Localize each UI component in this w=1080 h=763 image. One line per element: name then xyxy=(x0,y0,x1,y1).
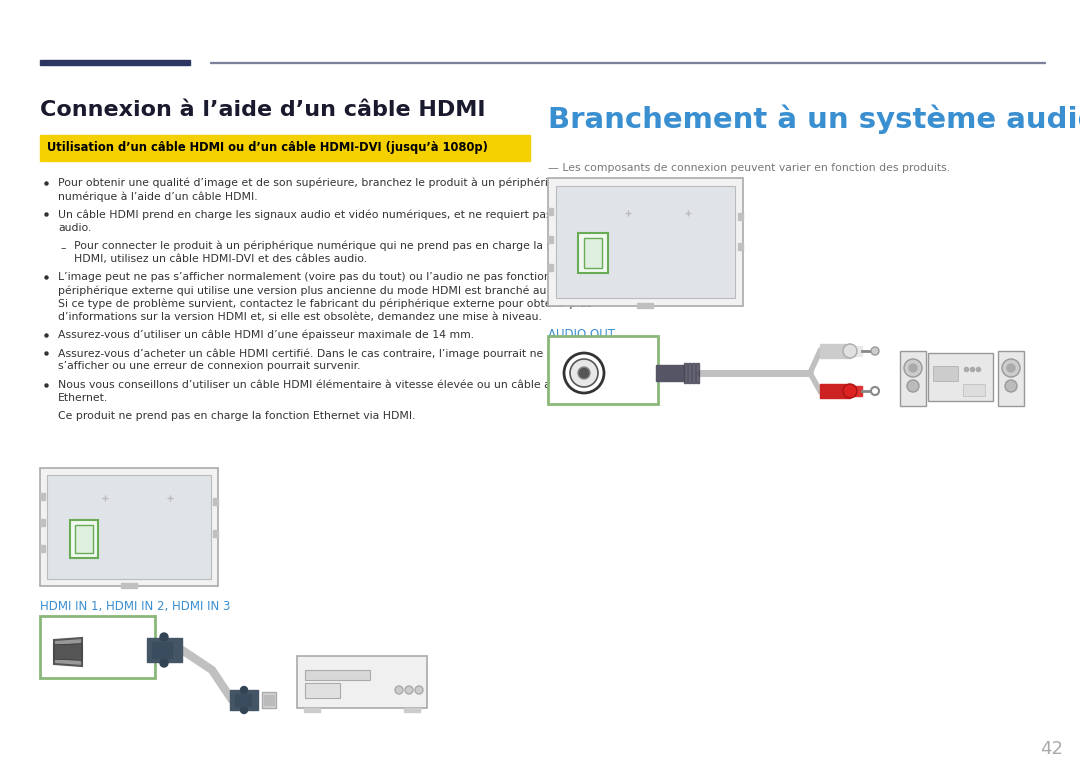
Circle shape xyxy=(160,633,168,641)
Bar xyxy=(40,135,530,161)
Bar xyxy=(297,656,427,708)
Circle shape xyxy=(415,686,423,694)
Circle shape xyxy=(395,686,403,694)
Text: Ce produit ne prend pas en charge la fonction Ethernet via HDMI.: Ce produit ne prend pas en charge la fon… xyxy=(58,411,416,421)
Bar xyxy=(210,62,1045,63)
Bar xyxy=(548,236,553,243)
Bar xyxy=(48,475,211,579)
Bar xyxy=(213,498,218,505)
Text: –: – xyxy=(60,243,66,253)
Bar xyxy=(692,363,696,383)
Bar xyxy=(305,683,340,698)
Bar xyxy=(998,351,1024,406)
Bar xyxy=(262,692,276,708)
Bar xyxy=(230,690,258,710)
Bar xyxy=(696,363,699,383)
Circle shape xyxy=(241,707,247,713)
Bar xyxy=(820,344,850,358)
Bar xyxy=(303,708,320,712)
Text: numérique à l’aide d’un câble HDMI.: numérique à l’aide d’un câble HDMI. xyxy=(58,192,258,201)
Text: Un câble HDMI prend en charge les signaux audio et vidéo numériques, et ne requi: Un câble HDMI prend en charge les signau… xyxy=(58,209,602,220)
Circle shape xyxy=(870,387,879,395)
Bar xyxy=(75,525,93,553)
Text: AUDIO OUT: AUDIO OUT xyxy=(548,328,615,341)
Text: Connexion à l’aide d’un câble HDMI: Connexion à l’aide d’un câble HDMI xyxy=(40,100,486,120)
Bar xyxy=(684,363,687,383)
Circle shape xyxy=(870,347,879,355)
Polygon shape xyxy=(54,644,82,661)
Circle shape xyxy=(405,686,413,694)
Bar xyxy=(548,336,658,404)
Bar xyxy=(305,670,370,680)
Bar xyxy=(40,60,190,65)
Bar xyxy=(40,616,156,678)
Bar xyxy=(548,264,553,271)
Text: d’informations sur la version HDMI et, si elle est obsolète, demandez une mise à: d’informations sur la version HDMI et, s… xyxy=(58,312,542,322)
Text: Nous vous conseillons d’utiliser un câble HDMI élémentaire à vitesse élevée ou u: Nous vous conseillons d’utiliser un câbl… xyxy=(58,380,570,390)
Circle shape xyxy=(578,367,590,379)
Bar xyxy=(213,530,218,537)
Text: Assurez-vous d’utiliser un câble HDMI d’une épaisseur maximale de 14 mm.: Assurez-vous d’utiliser un câble HDMI d’… xyxy=(58,330,474,340)
Circle shape xyxy=(843,384,858,398)
Text: audio.: audio. xyxy=(58,223,92,233)
Bar xyxy=(900,351,926,406)
Bar xyxy=(70,520,98,558)
Text: Pour obtenir une qualité d’image et de son supérieure, branchez le produit à un : Pour obtenir une qualité d’image et de s… xyxy=(58,178,568,188)
Circle shape xyxy=(909,364,917,372)
Bar xyxy=(578,233,608,273)
Bar xyxy=(152,642,172,658)
Text: — Les composants de connexion peuvent varier en fonction des produits.: — Les composants de connexion peuvent va… xyxy=(548,163,950,173)
Circle shape xyxy=(570,359,598,387)
Bar xyxy=(40,468,218,586)
Bar xyxy=(40,519,45,526)
Text: Ethernet.: Ethernet. xyxy=(58,393,108,403)
Bar xyxy=(928,353,993,401)
Bar xyxy=(637,303,653,308)
Text: s’afficher ou une erreur de connexion pourrait survenir.: s’afficher ou une erreur de connexion po… xyxy=(58,362,361,372)
Circle shape xyxy=(1005,380,1017,392)
Bar xyxy=(738,213,743,220)
Text: 42: 42 xyxy=(1040,740,1063,758)
Circle shape xyxy=(564,353,604,393)
Text: Branchement à un système audio: Branchement à un système audio xyxy=(548,105,1080,134)
Circle shape xyxy=(1007,364,1015,372)
Bar xyxy=(850,346,862,356)
Circle shape xyxy=(1002,359,1020,377)
Bar xyxy=(933,366,958,381)
Bar xyxy=(40,493,45,500)
Text: HDMI IN 1, HDMI IN 2, HDMI IN 3: HDMI IN 1, HDMI IN 2, HDMI IN 3 xyxy=(40,600,230,613)
Circle shape xyxy=(904,359,922,377)
Bar xyxy=(738,243,743,250)
Bar xyxy=(40,545,45,552)
Bar xyxy=(584,238,602,268)
Bar xyxy=(264,695,274,705)
Text: Si ce type de problème survient, contactez le fabricant du périphérique externe : Si ce type de problème survient, contact… xyxy=(58,298,592,309)
Text: HDMI, utilisez un câble HDMI-DVI et des câbles audio.: HDMI, utilisez un câble HDMI-DVI et des … xyxy=(75,254,367,264)
Bar xyxy=(548,178,743,306)
Circle shape xyxy=(907,380,919,392)
Text: L’image peut ne pas s’afficher normalement (voire pas du tout) ou l’audio ne pas: L’image peut ne pas s’afficher normaleme… xyxy=(58,272,598,282)
Bar xyxy=(850,386,862,396)
Bar xyxy=(548,208,553,215)
Circle shape xyxy=(241,687,247,694)
Bar xyxy=(556,186,735,298)
Bar xyxy=(404,708,420,712)
Bar xyxy=(963,384,985,396)
Circle shape xyxy=(160,659,168,667)
Bar xyxy=(820,384,850,398)
Circle shape xyxy=(843,344,858,358)
Text: périphérique externe qui utilise une version plus ancienne du mode HDMI est bran: périphérique externe qui utilise une ver… xyxy=(58,285,592,296)
Bar xyxy=(147,638,183,662)
Text: Assurez-vous d’acheter un câble HDMI certifié. Dans le cas contraire, l’image po: Assurez-vous d’acheter un câble HDMI cer… xyxy=(58,348,566,359)
Polygon shape xyxy=(54,638,82,666)
Bar xyxy=(121,583,137,588)
Text: Pour connecter le produit à un périphérique numérique qui ne prend pas en charge: Pour connecter le produit à un périphéri… xyxy=(75,241,578,251)
Text: Utilisation d’un câble HDMI ou d’un câble HDMI-DVI (jusqu’à 1080p): Utilisation d’un câble HDMI ou d’un câbl… xyxy=(48,141,488,154)
Bar xyxy=(656,365,684,381)
Bar xyxy=(688,363,691,383)
Bar xyxy=(235,694,251,706)
